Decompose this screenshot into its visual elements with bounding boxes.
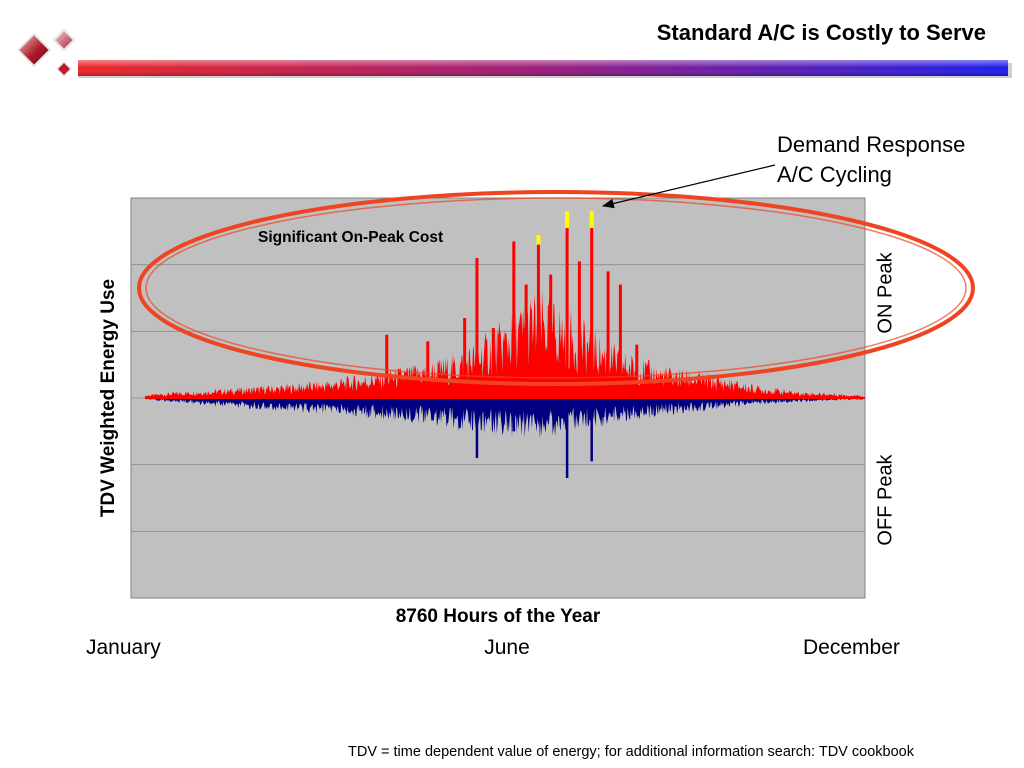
spike-lines	[385, 228, 639, 478]
off-peak-series	[145, 398, 863, 439]
slide-title: Standard A/C is Costly to Serve	[656, 20, 986, 45]
on-peak-series	[145, 288, 863, 398]
callout-line-1: Demand Response	[777, 132, 966, 157]
x-tick-june: June	[484, 636, 530, 659]
x-tick-january: January	[86, 636, 161, 659]
y-axis-label: TDV Weighted Energy Use	[98, 278, 119, 518]
x-tick-december: December	[803, 636, 900, 659]
demand-response-callout: Demand Response A/C Cycling	[777, 130, 965, 190]
on-peak-label: ON Peak	[874, 252, 897, 334]
header-bar	[78, 60, 1012, 78]
off-peak-label: OFF Peak	[874, 454, 897, 546]
x-axis-label: 8760 Hours of the Year	[395, 606, 601, 627]
logo-diamonds-icon	[16, 28, 76, 78]
callout-line-2: A/C Cycling	[777, 162, 892, 187]
demand-response-markers	[536, 211, 594, 245]
on-peak-cost-annotation: Significant On-Peak Cost	[258, 229, 444, 246]
footnote: TDV = time dependent value of energy; fo…	[348, 744, 914, 760]
on-peak-highlight-ellipse	[137, 190, 975, 386]
callout-arrow	[601, 164, 776, 209]
